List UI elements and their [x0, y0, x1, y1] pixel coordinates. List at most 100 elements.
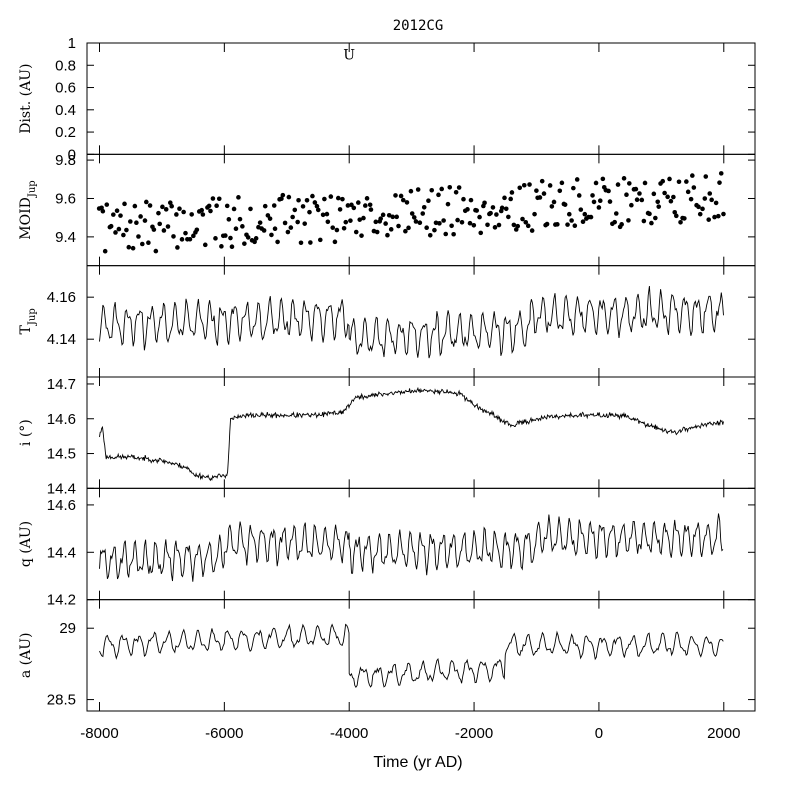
- moid-point: [565, 222, 570, 227]
- moid-point: [208, 208, 213, 214]
- moid-point: [396, 223, 401, 229]
- moid-point: [130, 245, 136, 251]
- panel-moid: 9.4 9.6 9.8 MOIDJup: [18, 152, 756, 267]
- moid-point: [317, 237, 323, 243]
- moid-point: [325, 219, 331, 225]
- moid-point: [340, 196, 345, 202]
- moid-point: [187, 236, 193, 242]
- moid-point: [288, 225, 294, 230]
- moid-point: [403, 228, 408, 234]
- moid-point: [128, 219, 133, 224]
- moid-point: [400, 197, 406, 203]
- moid-point: [202, 242, 208, 248]
- moid-point: [716, 213, 721, 219]
- moid-point: [286, 194, 292, 200]
- moid-point: [282, 220, 288, 226]
- moid-point: [413, 219, 419, 224]
- moid-point: [574, 177, 580, 182]
- moid-point: [455, 217, 460, 223]
- x-axis-label: Time (yr AD): [373, 754, 462, 771]
- y-tick-label: 0.2: [55, 124, 76, 141]
- moid-point: [569, 218, 574, 223]
- moid-point: [265, 213, 271, 218]
- moid-point: [496, 222, 502, 228]
- moid-point: [163, 207, 169, 212]
- moid-point: [503, 206, 509, 212]
- moid-point: [461, 196, 466, 202]
- moid-point: [426, 198, 431, 204]
- y-tick-label: 9.8: [55, 152, 76, 169]
- moid-point: [544, 221, 550, 227]
- moid-point: [104, 202, 110, 207]
- moid-point: [433, 220, 439, 226]
- moid-point: [386, 212, 392, 218]
- moid-point: [390, 214, 396, 220]
- moid-point: [523, 219, 529, 225]
- moid-point: [629, 202, 634, 208]
- y-tick-label: 0: [68, 146, 76, 163]
- moid-point: [214, 203, 219, 209]
- moid-point: [357, 217, 363, 222]
- moid-point: [385, 232, 390, 238]
- moid-point: [421, 205, 427, 210]
- y-tick-label: 14.4: [47, 480, 76, 497]
- moid-point: [359, 233, 364, 238]
- moid-point: [596, 205, 602, 210]
- moid-point: [655, 199, 661, 205]
- panel-dist: 0 0.2 0.4 0.6 0.8 1 Dist. (AU) U: [18, 35, 756, 163]
- moid-point: [343, 219, 349, 225]
- moid-point: [449, 223, 454, 229]
- moid-point: [509, 190, 515, 195]
- moid-point: [633, 186, 639, 192]
- y-tick-label: 0.6: [55, 80, 76, 97]
- moid-point: [639, 197, 645, 203]
- moid-point: [307, 209, 312, 215]
- moid-point: [582, 211, 588, 217]
- moid-point: [559, 180, 565, 186]
- moid-point: [557, 188, 563, 194]
- moid-point: [126, 244, 132, 250]
- moid-point: [394, 214, 399, 220]
- y-axis-label-subscript: Jup: [27, 308, 38, 326]
- moid-point: [690, 173, 695, 178]
- moid-point: [676, 179, 682, 185]
- moid-point: [590, 193, 595, 198]
- moid-point: [174, 212, 179, 217]
- moid-point: [118, 213, 123, 218]
- moid-point: [642, 180, 648, 186]
- moid-point: [102, 248, 108, 254]
- moid-point: [361, 215, 366, 221]
- moid-point: [262, 203, 268, 209]
- y-tick-label: 14.4: [47, 544, 76, 561]
- moid-point: [300, 204, 306, 209]
- moid-point: [534, 188, 539, 193]
- moid-point: [199, 207, 205, 213]
- moid-point: [219, 244, 224, 249]
- moid-point: [537, 195, 543, 200]
- moid-point: [171, 234, 176, 239]
- y-axis-label-subscript: Jup: [27, 180, 38, 198]
- moid-point: [474, 208, 480, 213]
- moid-point: [231, 206, 237, 212]
- panel-frame: [86, 153, 756, 267]
- moid-point: [355, 200, 361, 205]
- moid-point: [223, 233, 228, 238]
- moid-point: [245, 235, 251, 240]
- moid-point: [408, 188, 414, 194]
- moid-point: [213, 236, 218, 241]
- moid-point: [368, 207, 374, 212]
- panel-frame: [86, 487, 756, 601]
- moid-point: [713, 200, 719, 206]
- moid-point: [424, 225, 429, 231]
- moid-point: [437, 221, 442, 226]
- moid-point: [607, 199, 613, 204]
- moid-point: [367, 202, 373, 208]
- panel-q: 14.2 14.4 14.6 q (AU): [18, 487, 756, 609]
- moid-point: [436, 192, 441, 198]
- moid-point: [641, 218, 647, 224]
- moid-point: [685, 189, 691, 195]
- moid-point: [237, 216, 243, 222]
- moid-point: [562, 202, 568, 207]
